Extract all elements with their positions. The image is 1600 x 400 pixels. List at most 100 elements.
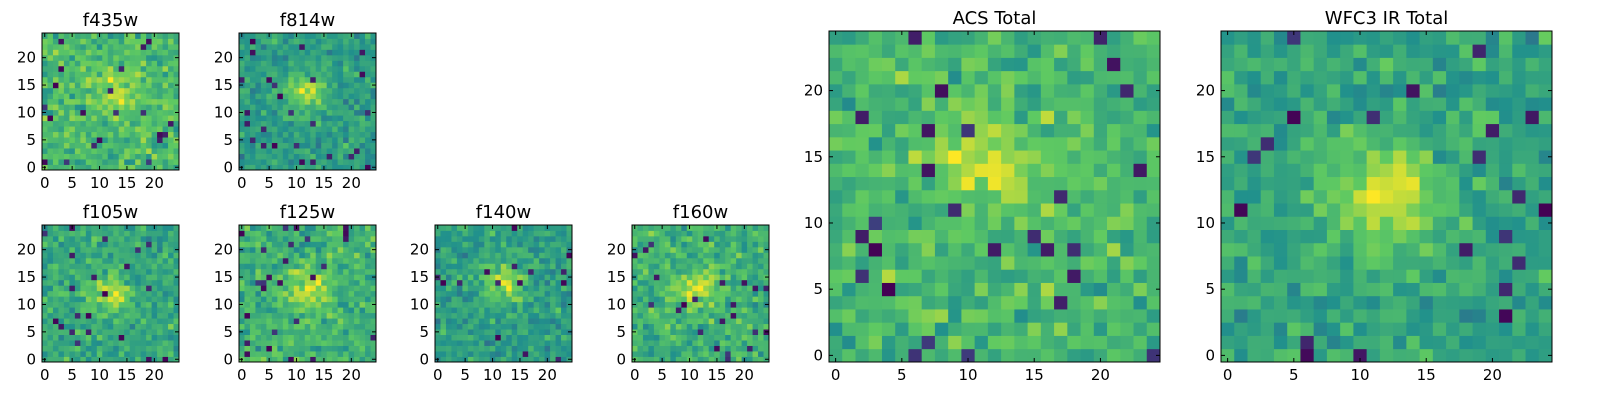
heatmap-cell: [440, 345, 447, 352]
heatmap-cell: [157, 82, 163, 89]
heatmap-cell: [239, 318, 245, 325]
heatmap-cell: [1287, 176, 1301, 191]
heatmap-cell: [348, 120, 355, 127]
heatmap-cell: [1446, 269, 1460, 283]
heatmap-cell: [282, 307, 289, 314]
heatmap-cell: [664, 279, 671, 286]
heatmap-cell: [435, 323, 441, 330]
heatmap-cell: [260, 235, 267, 242]
heatmap-cell: [456, 323, 463, 330]
heatmap-cell: [151, 142, 158, 149]
heatmap-cell: [1146, 31, 1161, 45]
heatmap-cell: [500, 246, 507, 253]
heatmap-cell: [1080, 136, 1095, 151]
heatmap-cell: [1080, 309, 1095, 323]
heatmap-cell: [451, 318, 458, 325]
heatmap-cell: [681, 301, 688, 308]
heatmap-cell: [85, 49, 92, 56]
heatmap-cell: [58, 246, 65, 253]
heatmap-cell: [506, 334, 513, 341]
heatmap-cell: [157, 290, 163, 297]
heatmap-cell: [260, 115, 267, 122]
heatmap-cell: [736, 318, 742, 325]
heatmap-cell: [1067, 282, 1081, 297]
heatmap-cell: [550, 334, 556, 341]
heatmap-cell: [85, 159, 92, 165]
heatmap-cell: [255, 38, 262, 45]
heatmap-cell: [63, 274, 70, 281]
heatmap-cell: [1040, 282, 1055, 297]
heatmap-cell: [566, 351, 573, 357]
heatmap-cell: [1107, 136, 1121, 151]
heatmap-cell: [244, 87, 251, 94]
heatmap-cell: [478, 329, 485, 335]
heatmap-cell: [1027, 295, 1042, 310]
heatmap-cell: [703, 257, 710, 264]
heatmap-cell: [168, 120, 174, 127]
heatmap-cell: [315, 334, 322, 341]
heatmap-cell: [1326, 203, 1341, 217]
heatmap-cell: [462, 318, 469, 325]
heatmap-cell: [868, 97, 883, 111]
heatmap-cell: [895, 110, 909, 125]
heatmap-cell: [107, 98, 114, 105]
heatmap-cell: [124, 120, 131, 127]
heatmap-cell: [948, 269, 962, 283]
heatmap-cell: [921, 309, 936, 323]
heatmap-cell: [703, 263, 710, 270]
heatmap-cell: [842, 123, 856, 138]
heatmap-cell: [1446, 322, 1460, 336]
heatmap-cell: [1040, 269, 1055, 283]
heatmap-cell: [343, 225, 349, 231]
heatmap-cell: [113, 307, 120, 314]
heatmap-cell: [987, 242, 1002, 257]
heatmap-cell: [271, 285, 278, 292]
heatmap-cell: [703, 334, 710, 341]
heatmap-cell: [1014, 97, 1028, 111]
heatmap-cell: [282, 49, 289, 56]
heatmap-cell: [58, 60, 65, 67]
heatmap-cell: [435, 307, 441, 314]
heatmap-cell: [140, 279, 147, 286]
heatmap-cell: [337, 38, 344, 45]
heatmap-cell: [69, 54, 76, 61]
heatmap-cell: [484, 323, 491, 330]
heatmap-cell: [539, 312, 545, 319]
heatmap-cell: [146, 356, 152, 363]
heatmap-cell: [282, 126, 289, 133]
heatmap-cell: [1133, 70, 1148, 85]
heatmap-cell: [829, 322, 843, 336]
heatmap-cell: [168, 225, 174, 231]
heatmap-cell: [517, 318, 524, 325]
heatmap-cell: [948, 309, 962, 323]
heatmap-cell: [85, 274, 92, 281]
heatmap-cell: [1326, 229, 1341, 244]
heatmap-cell: [359, 98, 366, 105]
heatmap-cell: [736, 329, 742, 335]
heatmap-cell: [129, 345, 136, 352]
heatmap-cell: [293, 148, 300, 154]
heatmap-cell: [829, 242, 843, 257]
heatmap-cell: [288, 268, 295, 275]
heatmap-cell: [921, 44, 936, 58]
heatmap-cell: [539, 279, 545, 286]
heatmap-cell: [1001, 189, 1015, 204]
heatmap-cell: [52, 334, 59, 341]
heatmap-cell: [473, 285, 480, 292]
heatmap-cell: [1512, 322, 1526, 336]
heatmap-cell: [1313, 150, 1328, 164]
heatmap-cell: [118, 93, 125, 100]
heatmap-cell: [52, 279, 59, 286]
heatmap-cell: [440, 318, 447, 325]
heatmap-cell: [1300, 322, 1315, 336]
heatmap-cell: [1326, 176, 1341, 191]
heatmap-cell: [293, 340, 300, 346]
heatmap-cell: [113, 329, 120, 335]
heatmap-cell: [533, 274, 540, 281]
heatmap-cell: [686, 285, 693, 292]
axes-frame: [41, 224, 180, 363]
heatmap-cell: [747, 274, 753, 281]
heatmap-cell: [135, 76, 142, 83]
heatmap-cell: [842, 269, 856, 283]
heatmap-cell: [1340, 216, 1354, 230]
